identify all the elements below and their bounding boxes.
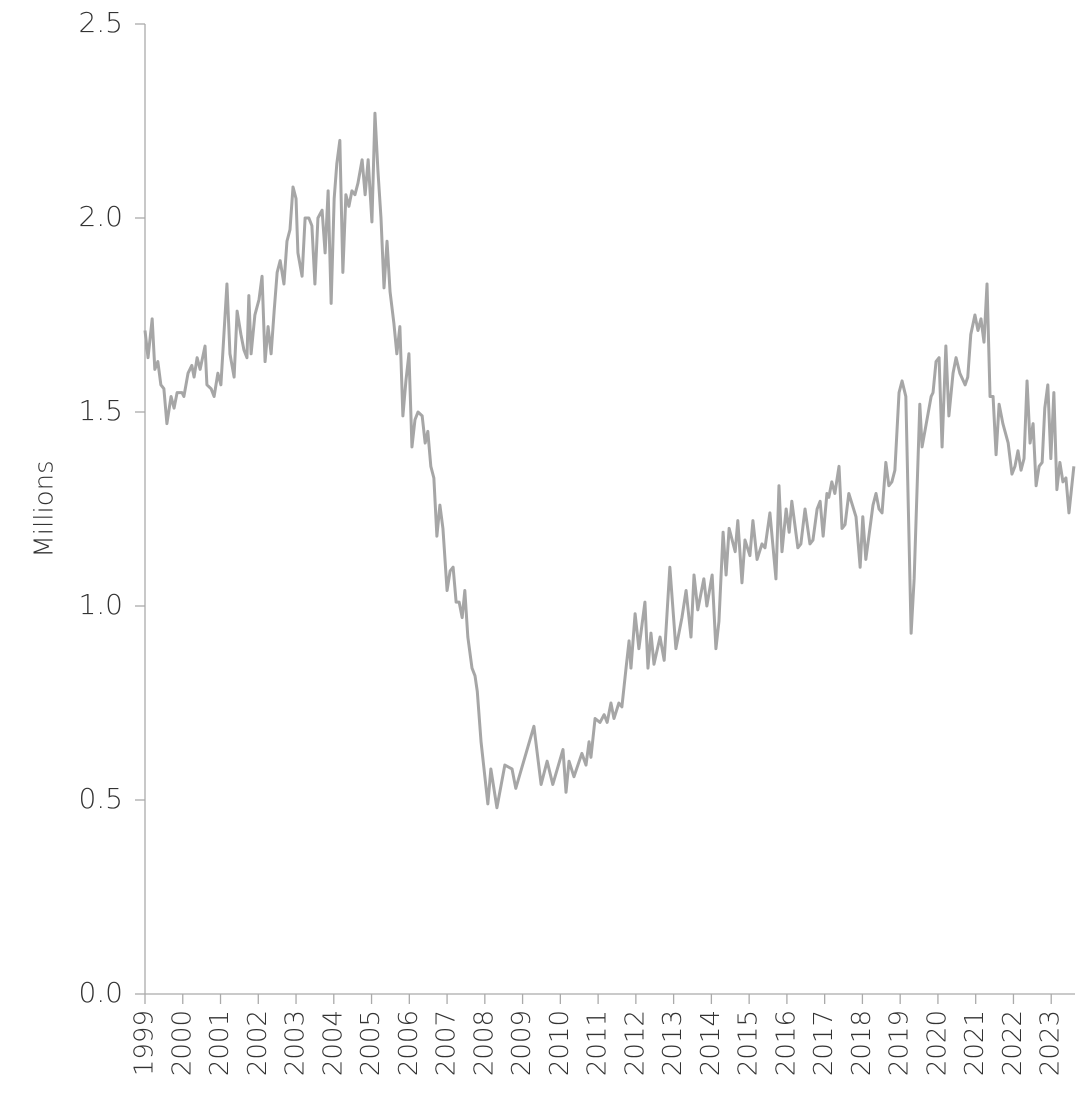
x-tick-label: 2022 [998,1010,1028,1076]
x-tick-label: 2007 [432,1010,462,1076]
x-tick-label: 1999 [130,1010,160,1076]
y-tick-label: 1.0 [78,588,123,621]
y-tick-label: 2.5 [78,6,123,39]
y-tick-label: 1.5 [78,394,123,427]
x-tick-label: 2001 [205,1010,235,1076]
x-tick-label: 2008 [469,1010,499,1076]
x-tick-label: 2009 [507,1010,537,1076]
x-tick-label: 2014 [696,1010,726,1076]
x-tick-label: 2004 [318,1010,348,1076]
x-tick-label: 2023 [1036,1010,1066,1076]
x-tick-label: 2006 [394,1010,424,1076]
x-tick-label: 2013 [658,1010,688,1076]
x-tick-label: 2000 [167,1010,197,1076]
x-tick-label: 2003 [281,1010,311,1076]
x-tick-label: 2020 [922,1010,952,1076]
x-tick-label: 2016 [771,1010,801,1076]
x-tick-label: 2011 [583,1010,613,1076]
x-tick-label: 2002 [243,1010,273,1076]
x-tick-label: 2019 [885,1010,915,1076]
data-line [143,111,1076,810]
y-tick-label: 0.0 [78,976,123,1009]
y-tick-label: 0.5 [78,782,123,815]
x-tick-label: 2021 [960,1010,990,1076]
x-tick-label: 2012 [620,1010,650,1076]
x-tick-label: 2018 [847,1010,877,1076]
x-tick-label: 2017 [809,1010,839,1076]
x-tick-label: 2010 [545,1010,575,1076]
x-tick-label: 2015 [734,1010,764,1076]
y-axis-label: Millions [30,460,60,557]
y-tick-label: 2.0 [78,200,123,233]
x-tick-label: 2005 [356,1010,386,1076]
